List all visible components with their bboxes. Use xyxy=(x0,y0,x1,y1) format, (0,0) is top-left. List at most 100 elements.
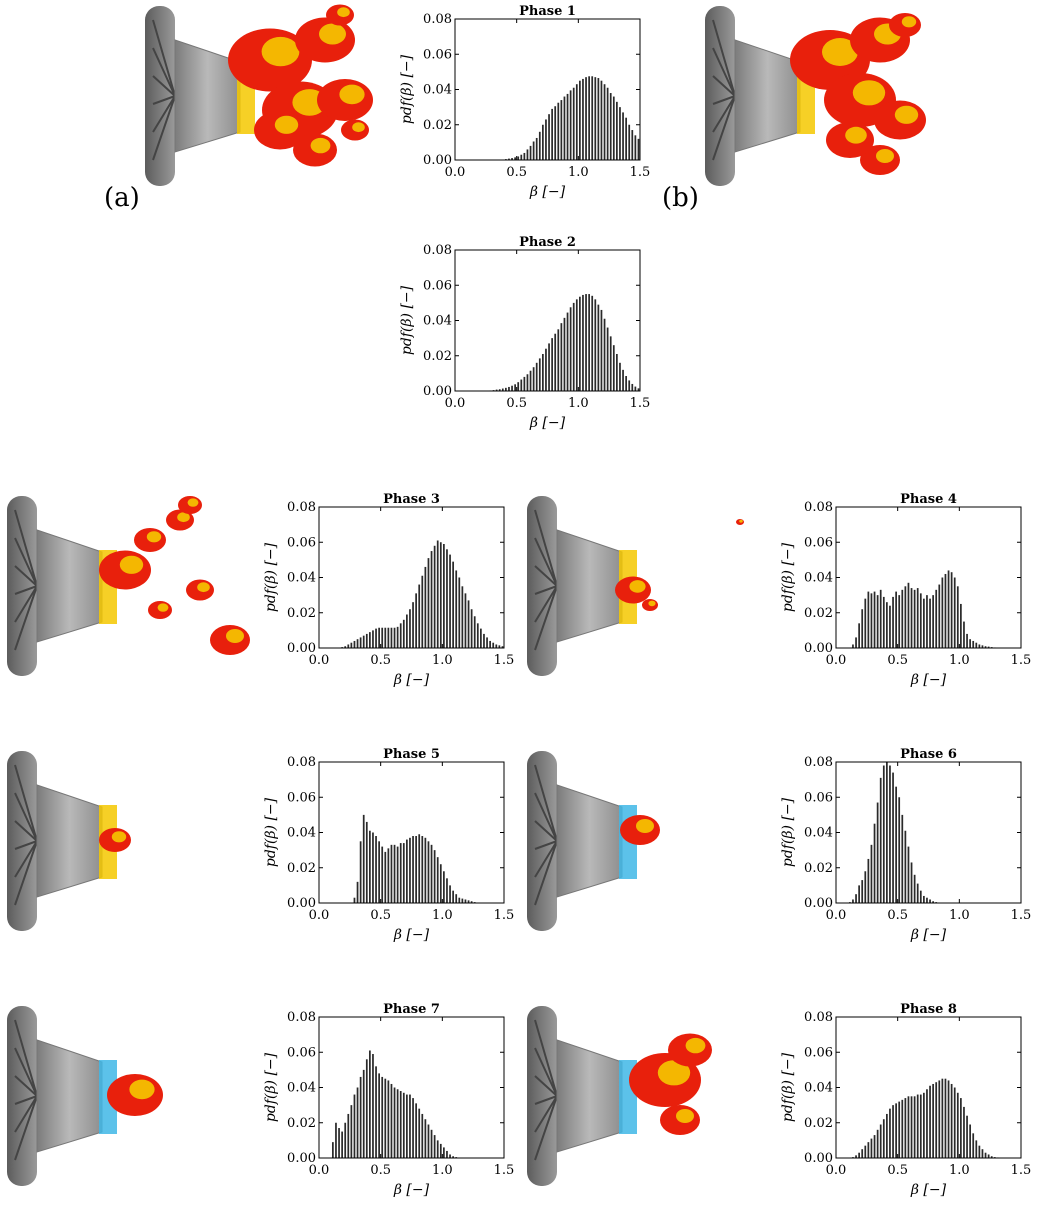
y-tick-label: 0.08 xyxy=(423,243,452,258)
bar xyxy=(923,895,925,903)
bar xyxy=(344,1122,347,1158)
plot-frame xyxy=(454,249,641,392)
bar xyxy=(378,841,380,903)
y-tick-label: 0.02 xyxy=(287,606,316,621)
flame-highlight xyxy=(274,115,299,134)
swirler-vane xyxy=(712,19,736,97)
bar xyxy=(969,639,971,648)
x-tick-label: 1.5 xyxy=(494,908,515,923)
bar xyxy=(557,329,560,391)
bar xyxy=(461,898,464,903)
bar xyxy=(987,1154,990,1158)
bar xyxy=(356,881,359,903)
burner-render-4 xyxy=(527,496,744,676)
bar xyxy=(399,1091,402,1158)
bar xyxy=(362,635,365,648)
y-tick-label: 0.08 xyxy=(423,12,452,27)
y-tick-label: 0.00 xyxy=(804,1151,833,1166)
y-tick-label: 0.08 xyxy=(287,500,316,515)
bar xyxy=(406,1094,408,1158)
bar xyxy=(892,596,894,648)
swirler-vane xyxy=(534,840,558,850)
bar xyxy=(356,1087,359,1158)
x-tick-label: 0.0 xyxy=(826,653,847,668)
bar xyxy=(926,897,928,903)
bar xyxy=(424,1119,427,1158)
x-tick-label: 1.5 xyxy=(630,165,651,180)
bar xyxy=(947,1080,950,1158)
bar xyxy=(418,584,421,648)
bar xyxy=(984,646,987,648)
bar xyxy=(861,880,864,903)
bar xyxy=(529,370,532,391)
bar xyxy=(548,343,550,391)
bar xyxy=(452,890,454,903)
nozzle xyxy=(556,1039,623,1153)
bar xyxy=(966,633,968,648)
bar xyxy=(508,158,510,160)
bar xyxy=(338,1128,340,1158)
swirler-vane xyxy=(534,840,558,878)
bar xyxy=(575,299,578,391)
flame-highlight xyxy=(636,819,654,833)
bar xyxy=(929,899,931,903)
bar xyxy=(421,575,424,648)
bar xyxy=(582,78,584,160)
swirler-vane xyxy=(152,47,176,97)
bar xyxy=(439,1143,442,1158)
y-tick-label: 0.02 xyxy=(804,861,833,876)
bar xyxy=(585,77,587,160)
bar xyxy=(916,1094,919,1158)
x-tick-label: 0.5 xyxy=(370,1163,391,1178)
swirler-vane xyxy=(712,75,736,97)
histogram-phase-6: Phase 6 0.0 0.5 1.0 1.5 0.00 0.02 0.04 0.06 0.08 β… xyxy=(780,747,1031,943)
chart-title: Phase 3 xyxy=(383,492,440,507)
y-tick-label: 0.04 xyxy=(423,83,452,98)
bar xyxy=(631,383,634,391)
bar xyxy=(486,637,488,648)
x-tick-label: 0.5 xyxy=(370,653,391,668)
bar xyxy=(436,1140,439,1159)
bar xyxy=(464,899,467,903)
bar xyxy=(350,642,353,648)
swirler-vane xyxy=(534,1095,558,1105)
histogram-phase-7: Phase 7 0.0 0.5 1.0 1.5 0.00 0.02 0.04 0.06 0.08 β… xyxy=(263,1002,514,1198)
swirler-vane xyxy=(152,95,176,105)
bar xyxy=(332,1142,334,1158)
bar xyxy=(369,830,371,903)
plot-frame xyxy=(835,1016,1022,1159)
bar xyxy=(381,1076,384,1158)
flame-highlight xyxy=(352,122,365,133)
bar xyxy=(359,637,362,648)
bar xyxy=(378,627,380,648)
bar xyxy=(542,124,544,160)
flame-highlight xyxy=(676,1109,694,1123)
bar xyxy=(415,593,417,648)
bar xyxy=(603,318,606,391)
bar xyxy=(569,90,572,160)
bar xyxy=(532,367,535,391)
bar xyxy=(511,385,513,391)
bar xyxy=(941,577,944,648)
bar xyxy=(901,814,904,904)
bar xyxy=(972,1133,975,1158)
bar xyxy=(966,1115,968,1158)
flame-highlight xyxy=(226,629,244,643)
burner-render-1 xyxy=(145,4,373,186)
y-tick-label: 0.02 xyxy=(287,1116,316,1131)
bar xyxy=(892,1105,894,1159)
bar xyxy=(526,374,529,391)
y-tick-label: 0.00 xyxy=(804,896,833,911)
x-tick-label: 0.5 xyxy=(887,653,908,668)
bar xyxy=(372,1054,374,1158)
histogram-phase-1: Phase 1 0.0 0.5 1.0 1.5 0.00 0.02 0.04 0.06 0.08 β… xyxy=(399,4,650,200)
x-tick-label: 1.0 xyxy=(432,653,453,668)
bar xyxy=(913,589,916,648)
bar xyxy=(882,765,885,903)
bar xyxy=(554,333,557,391)
bar xyxy=(919,593,922,648)
bar xyxy=(975,642,978,648)
bar xyxy=(439,542,442,648)
bar xyxy=(870,593,873,648)
plot-frame xyxy=(454,18,641,161)
